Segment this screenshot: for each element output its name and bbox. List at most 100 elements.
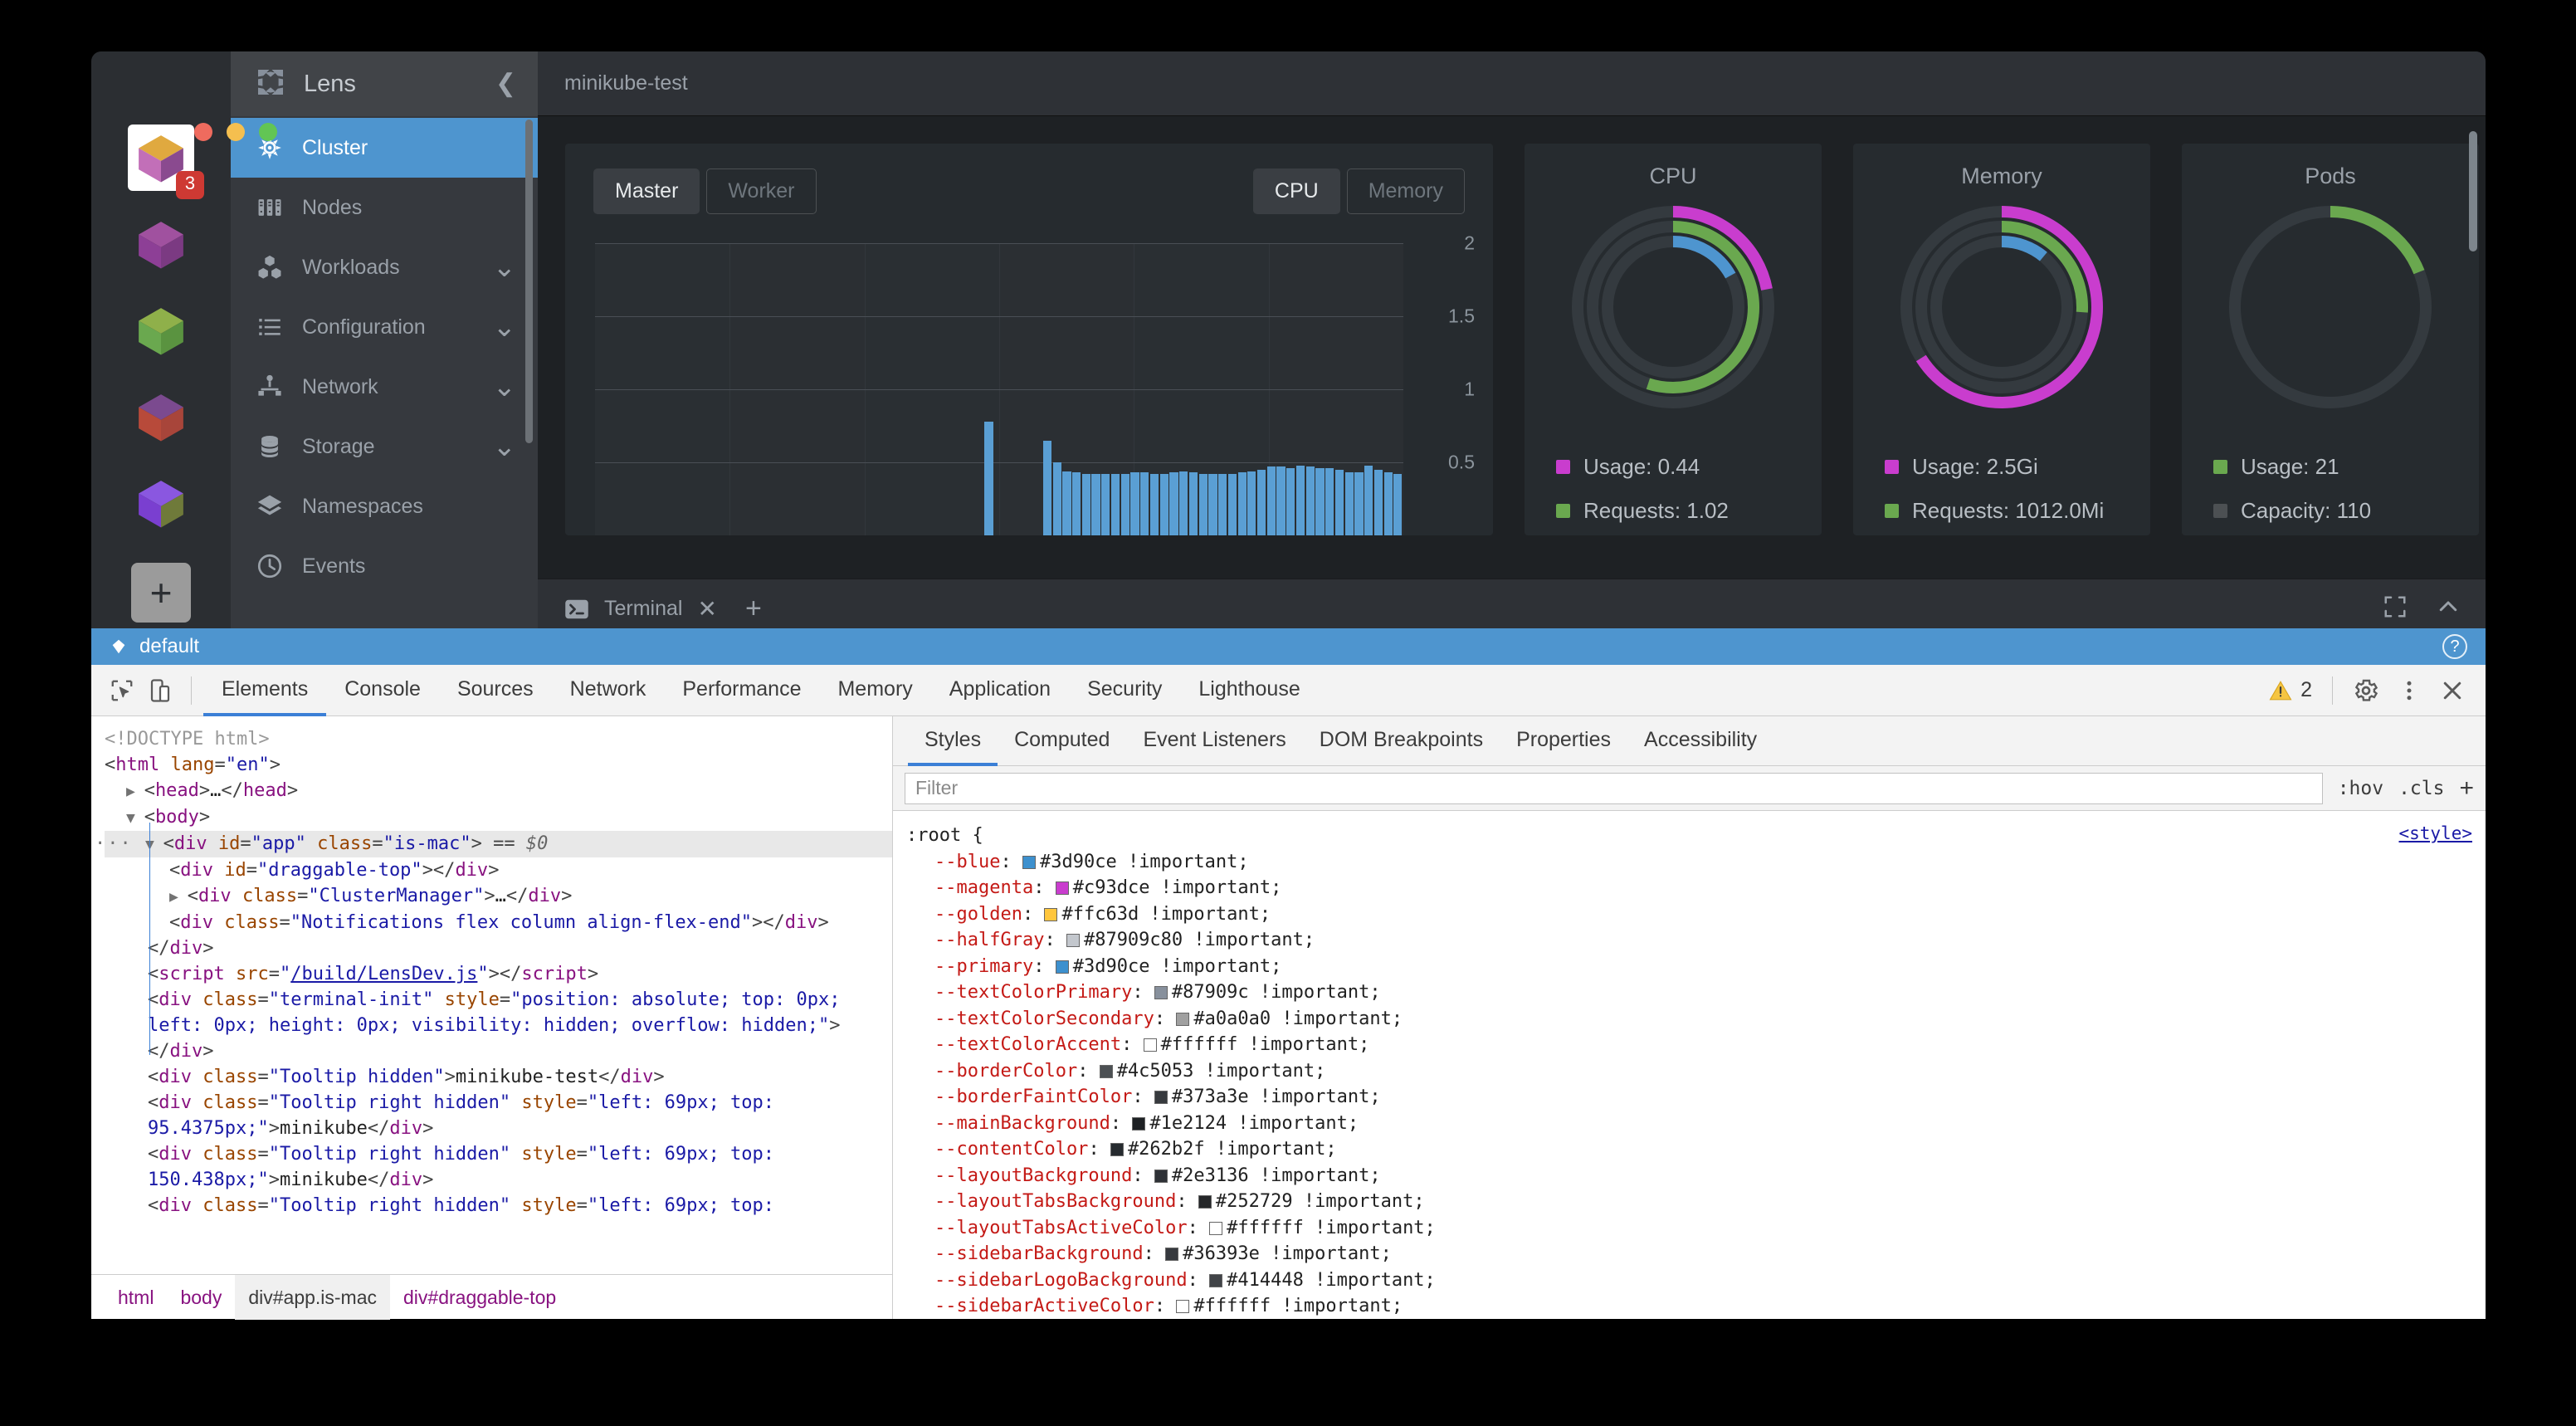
metric-button-memory[interactable]: Memory	[1346, 168, 1465, 214]
color-swatch[interactable]	[1176, 1012, 1190, 1026]
sidebar-item-events[interactable]: Events	[231, 536, 538, 596]
dom-node-line[interactable]: ▶ <head>…</head>	[126, 780, 299, 801]
css-declaration[interactable]: --blue: #3d90ce !important;	[934, 851, 1249, 872]
css-property[interactable]: --blue	[934, 851, 1001, 872]
metric-button-cpu[interactable]: CPU	[1252, 168, 1340, 214]
sidebar-item-cluster[interactable]: Cluster	[231, 118, 538, 178]
tab-sources[interactable]: Sources	[456, 676, 534, 701]
color-swatch[interactable]	[1132, 1116, 1146, 1131]
css-property[interactable]: --layoutTabsBackground	[934, 1191, 1177, 1212]
style-source-link[interactable]: <style>	[2398, 823, 2472, 843]
dom-node-line[interactable]: ▼ <body>	[126, 807, 211, 828]
cluster-icon-3[interactable]	[128, 297, 194, 364]
inspect-cursor-icon[interactable]	[103, 671, 141, 710]
styles-tab-computed[interactable]: Computed	[1014, 727, 1110, 751]
color-swatch[interactable]	[1154, 1169, 1168, 1183]
close-icon[interactable]	[2431, 669, 2474, 712]
styles-tab-event-listeners[interactable]: Event Listeners	[1143, 727, 1286, 751]
sidebar-item-configuration[interactable]: Configuration ⌄	[231, 297, 538, 357]
dom-node-line[interactable]: </div>	[148, 938, 214, 959]
color-swatch[interactable]	[1110, 1143, 1124, 1156]
tab-security[interactable]: Security	[1087, 676, 1163, 701]
breadcrumb-item[interactable]: body	[180, 1286, 222, 1308]
css-declaration[interactable]: --layoutTabsActiveColor: #ffffff !import…	[934, 1217, 1436, 1238]
css-declaration[interactable]: --magenta: #c93dce !important;	[934, 877, 1282, 898]
dom-node-line[interactable]: </div>	[148, 1041, 214, 1062]
chevron-down-icon[interactable]: ⌄	[492, 311, 517, 343]
cluster-icon-1[interactable]: 3	[128, 125, 204, 199]
css-declaration[interactable]: --contentColor: #262b2f !important;	[934, 1139, 1337, 1160]
color-swatch[interactable]	[1044, 907, 1058, 921]
dom-node-line[interactable]: <div id="draggable-top"></div>	[169, 860, 500, 881]
css-value[interactable]: #36393e !important;	[1183, 1243, 1392, 1264]
sidebar-item-namespaces[interactable]: Namespaces	[231, 476, 538, 536]
collapse-triangle-icon[interactable]: ▼	[144, 836, 163, 853]
css-value[interactable]: #ffc63d !important;	[1061, 903, 1271, 925]
css-declaration[interactable]: --sidebarActiveColor: #ffffff !important…	[934, 1296, 1403, 1316]
plus-icon[interactable]: +	[744, 593, 762, 624]
styles-tab-accessibility[interactable]: Accessibility	[1644, 727, 1758, 751]
css-value[interactable]: #ffffff !important;	[1193, 1296, 1403, 1316]
chevron-down-icon[interactable]: ⌄	[492, 371, 517, 403]
dom-tree[interactable]: <!DOCTYPE html> <html lang="en"> ▶ <head>……	[91, 716, 892, 1274]
css-property[interactable]: --borderFaintColor	[934, 1087, 1133, 1107]
sidebar-item-storage[interactable]: Storage ⌄	[231, 417, 538, 476]
css-declaration[interactable]: --primary: #3d90ce !important;	[934, 955, 1282, 977]
dom-node-line[interactable]: ▶ <div class="ClusterManager">…</div>	[169, 886, 573, 906]
dom-node-line[interactable]: <div class="Tooltip right hidden" style=…	[148, 1195, 775, 1216]
css-value[interactable]: #414448 !important;	[1227, 1269, 1436, 1291]
close-window-button[interactable]	[194, 123, 212, 141]
css-value[interactable]: #3d90ce !important;	[1072, 955, 1282, 977]
css-property[interactable]: --textColorSecondary	[934, 1008, 1154, 1029]
chevron-left-icon[interactable]: ❮	[495, 70, 516, 97]
css-declaration[interactable]: --golden: #ffc63d !important;	[934, 903, 1271, 925]
add-cluster-button[interactable]: +	[131, 563, 191, 623]
styles-tab-dom-breakpoints[interactable]: DOM Breakpoints	[1319, 727, 1484, 751]
css-value[interactable]: #ffffff !important;	[1227, 1217, 1436, 1238]
color-swatch[interactable]	[1022, 855, 1036, 869]
css-declaration[interactable]: --halfGray: #87909c80 !important;	[934, 930, 1315, 950]
css-property[interactable]: --layoutBackground	[934, 1165, 1133, 1186]
fullscreen-icon[interactable]	[2383, 594, 2408, 623]
css-declaration[interactable]: --textColorSecondary: #a0a0a0 !important…	[934, 1008, 1403, 1029]
styles-tab-styles[interactable]: Styles	[908, 716, 998, 766]
styles-tab-properties[interactable]: Properties	[1516, 727, 1612, 751]
dom-node-line[interactable]: <html lang="en">	[105, 755, 281, 775]
css-declaration[interactable]: --borderColor: #4c5053 !important;	[934, 1060, 1326, 1082]
css-property[interactable]: --textColorAccent	[934, 1034, 1122, 1055]
terminal-tab[interactable]: Terminal ✕	[564, 595, 717, 623]
css-value[interactable]: #2e3136 !important;	[1171, 1165, 1381, 1186]
cluster-icon-5[interactable]	[128, 470, 194, 536]
chevron-down-icon[interactable]: ⌄	[492, 252, 517, 283]
dom-node-line[interactable]: <script src="/build/LensDev.js"></script…	[148, 964, 599, 984]
css-property[interactable]: --sidebarBackground	[934, 1243, 1144, 1264]
css-property[interactable]: --contentColor	[934, 1139, 1089, 1160]
color-swatch[interactable]	[1176, 1300, 1190, 1313]
css-value[interactable]: #3d90ce !important;	[1039, 851, 1249, 872]
expand-triangle-icon[interactable]: ▶	[169, 888, 188, 906]
breadcrumb-item[interactable]: html	[118, 1286, 154, 1308]
css-declaration[interactable]: --layoutBackground: #2e3136 !important;	[934, 1165, 1381, 1186]
device-toolbar-icon[interactable]	[141, 671, 179, 710]
dom-node-line[interactable]: <div class="Tooltip hidden">minikube-tes…	[148, 1067, 665, 1087]
node-role-button-master[interactable]: Master	[593, 168, 700, 214]
color-swatch[interactable]	[1066, 934, 1080, 947]
chevron-up-icon[interactable]	[2436, 594, 2461, 623]
tab-elements[interactable]: Elements	[203, 665, 327, 716]
styles-filter-input[interactable]	[905, 772, 2323, 804]
maximize-window-button[interactable]	[259, 123, 277, 141]
tab-network[interactable]: Network	[569, 676, 646, 701]
css-property[interactable]: --magenta	[934, 877, 1034, 898]
expand-triangle-icon[interactable]: ▶	[126, 783, 144, 800]
css-property[interactable]: --textColorPrimary	[934, 982, 1133, 1003]
css-declaration[interactable]: --mainBackground: #1e2124 !important;	[934, 1112, 1359, 1134]
css-property[interactable]: --borderColor	[934, 1060, 1078, 1082]
color-swatch[interactable]	[1099, 1064, 1113, 1078]
breadcrumb-item[interactable]: div#app.is-mac	[235, 1274, 391, 1320]
new-style-rule-button[interactable]: +	[2459, 774, 2474, 802]
css-property[interactable]: --halfGray	[934, 930, 1045, 950]
chevron-down-icon[interactable]: ⌄	[492, 431, 517, 462]
color-swatch[interactable]	[1198, 1195, 1212, 1209]
css-property[interactable]: --primary	[934, 955, 1034, 977]
css-declaration[interactable]: --textColorPrimary: #87909c !important;	[934, 982, 1381, 1003]
